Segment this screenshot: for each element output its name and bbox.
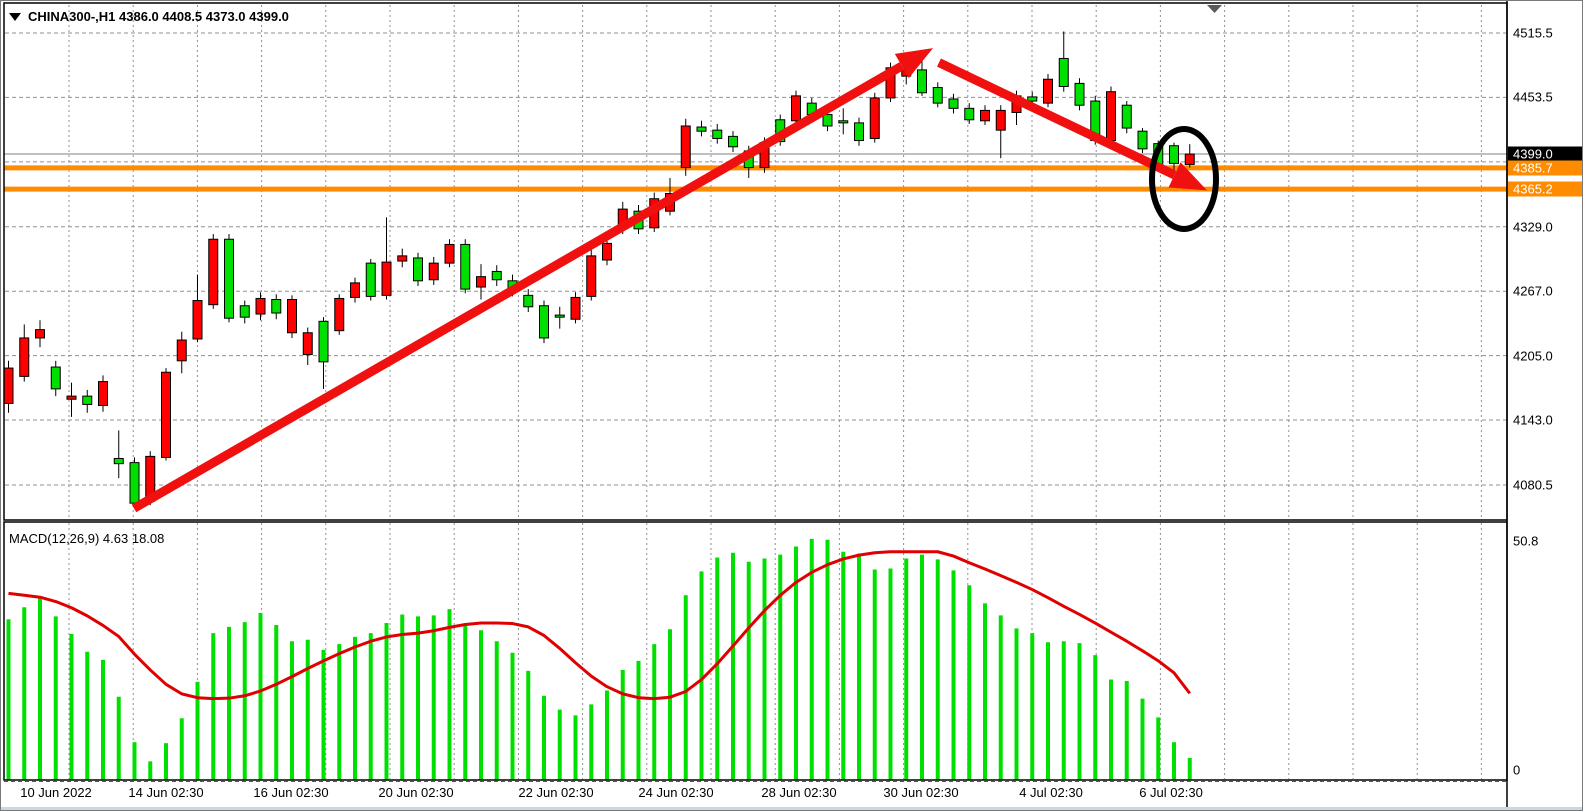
candle-bearish[interactable] bbox=[287, 299, 297, 334]
candle-bearish[interactable] bbox=[586, 255, 597, 297]
trend-arrow-down-shaft bbox=[937, 58, 1177, 179]
bottom-strip bbox=[1, 807, 1582, 810]
candle-bearish[interactable] bbox=[176, 339, 187, 362]
candle-bearish[interactable] bbox=[444, 243, 455, 264]
price-axis-label: 4080.5 bbox=[1513, 477, 1553, 493]
time-axis-label: 10 Jun 2022 bbox=[20, 785, 92, 800]
candle-bullish[interactable] bbox=[491, 270, 502, 281]
candle-bearish[interactable] bbox=[570, 296, 581, 320]
candle-bullish[interactable] bbox=[917, 69, 927, 94]
candle-bullish[interactable] bbox=[838, 120, 849, 124]
time-axis-label: 24 Jun 02:30 bbox=[638, 785, 714, 800]
candle-bearish[interactable] bbox=[397, 255, 408, 262]
chart-title: CHINA300-,H1 4386.0 4408.5 4373.0 4399.0 bbox=[9, 9, 289, 24]
time-axis-label: 28 Jun 02:30 bbox=[761, 785, 837, 800]
trend-arrow-down-head bbox=[1168, 162, 1207, 191]
time-axis-label: 6 Jul 02:30 bbox=[1139, 785, 1203, 800]
candle-bearish[interactable] bbox=[602, 242, 612, 261]
candle-bullish[interactable] bbox=[822, 114, 833, 127]
candle-bullish[interactable] bbox=[1169, 145, 1179, 164]
trend-arrow-up-head bbox=[894, 48, 933, 79]
candle-bearish[interactable] bbox=[334, 297, 345, 332]
candle-bearish[interactable] bbox=[1184, 153, 1195, 165]
candle-bullish[interactable] bbox=[460, 243, 471, 290]
symbol-dropdown-icon[interactable] bbox=[9, 12, 21, 21]
candle-bullish[interactable] bbox=[82, 395, 93, 405]
candle-bearish[interactable] bbox=[381, 261, 392, 296]
price-axis-label: 4143.0 bbox=[1513, 412, 1553, 428]
candle-bullish[interactable] bbox=[239, 305, 250, 318]
candle-bearish[interactable] bbox=[35, 329, 45, 339]
macd-axis-max-label: 50.8 bbox=[1513, 533, 1539, 549]
candle-bearish[interactable] bbox=[302, 332, 313, 356]
candle-bearish[interactable] bbox=[208, 238, 219, 306]
candle-bearish[interactable] bbox=[980, 109, 990, 122]
candle-bearish[interactable] bbox=[98, 381, 108, 406]
candle-bullish[interactable] bbox=[50, 366, 61, 390]
candle-bullish[interactable] bbox=[696, 126, 707, 132]
candle-bullish[interactable] bbox=[1137, 130, 1148, 150]
candle-bullish[interactable] bbox=[1027, 96, 1038, 102]
candle-bearish[interactable] bbox=[161, 371, 171, 458]
candle-bearish[interactable] bbox=[428, 262, 439, 281]
time-axis-label: 20 Jun 02:30 bbox=[378, 785, 454, 800]
trend-arrow-up-shaft bbox=[131, 62, 905, 513]
time-axis-label: 30 Jun 02:30 bbox=[883, 785, 959, 800]
candle-bearish[interactable] bbox=[1043, 78, 1053, 104]
chart-title-text: CHINA300-,H1 4386.0 4408.5 4373.0 4399.0 bbox=[28, 9, 289, 24]
macd-indicator-label: MACD(12,26,9) 4.63 18.08 bbox=[9, 531, 165, 546]
candle-bullish[interactable] bbox=[1074, 82, 1085, 106]
candle-bearish[interactable] bbox=[1106, 91, 1116, 142]
price-axis-label: 4205.0 bbox=[1513, 348, 1553, 364]
candle-bearish[interactable] bbox=[192, 300, 203, 340]
time-axis-label: 22 Jun 02:30 bbox=[518, 785, 594, 800]
current-price-badge: 4399.0 bbox=[1508, 146, 1582, 162]
level-price-badge: 4385.7 bbox=[1508, 160, 1582, 176]
candle-bullish[interactable] bbox=[113, 457, 124, 465]
candle-bearish[interactable] bbox=[869, 97, 880, 139]
candle-bullish[interactable] bbox=[318, 320, 329, 363]
macd-axis-zero-label: 0 bbox=[1513, 762, 1521, 778]
candle-bullish[interactable] bbox=[854, 122, 864, 142]
candle-bearish[interactable] bbox=[791, 95, 801, 122]
price-axis-label: 4453.5 bbox=[1513, 89, 1553, 105]
candle-bullish[interactable] bbox=[129, 462, 140, 504]
candle-bearish[interactable] bbox=[19, 337, 30, 377]
candle-bearish[interactable] bbox=[350, 282, 360, 298]
candle-bullish[interactable] bbox=[932, 87, 943, 104]
candle-bullish[interactable] bbox=[1058, 57, 1069, 88]
price-axis-label: 4515.5 bbox=[1513, 25, 1553, 41]
candle-bullish[interactable] bbox=[539, 305, 549, 339]
candle-bullish[interactable] bbox=[1121, 104, 1132, 129]
candle-bearish[interactable] bbox=[680, 125, 691, 169]
macd-signal-line bbox=[8, 550, 1191, 701]
candle-bullish[interactable] bbox=[365, 262, 376, 297]
candle-bullish[interactable] bbox=[554, 314, 565, 318]
price-axis-label: 4267.0 bbox=[1513, 283, 1553, 299]
time-axis-label: 14 Jun 02:30 bbox=[128, 785, 204, 800]
candle-bullish[interactable] bbox=[948, 98, 959, 109]
chart-shift-marker-icon[interactable] bbox=[1207, 5, 1222, 13]
candle-bullish[interactable] bbox=[728, 135, 738, 148]
highlight-ellipse[interactable] bbox=[1149, 125, 1219, 232]
candle-bullish[interactable] bbox=[964, 107, 975, 121]
candle-bullish[interactable] bbox=[224, 238, 234, 319]
candle-bullish[interactable] bbox=[712, 129, 723, 139]
candle-bearish[interactable] bbox=[66, 395, 77, 400]
level-price-badge: 4365.2 bbox=[1508, 181, 1582, 197]
candle-bearish[interactable] bbox=[995, 109, 1006, 131]
price-axis-label: 4329.0 bbox=[1513, 219, 1553, 235]
candle-bearish[interactable] bbox=[476, 276, 486, 288]
time-axis-label: 4 Jul 02:30 bbox=[1019, 785, 1083, 800]
candle-bearish[interactable] bbox=[255, 297, 266, 315]
candle-bullish[interactable] bbox=[271, 299, 282, 314]
candle-bearish[interactable] bbox=[3, 367, 14, 404]
candle-bullish[interactable] bbox=[413, 257, 423, 282]
candle-bullish[interactable] bbox=[523, 294, 534, 308]
time-axis-label: 16 Jun 02:30 bbox=[253, 785, 329, 800]
